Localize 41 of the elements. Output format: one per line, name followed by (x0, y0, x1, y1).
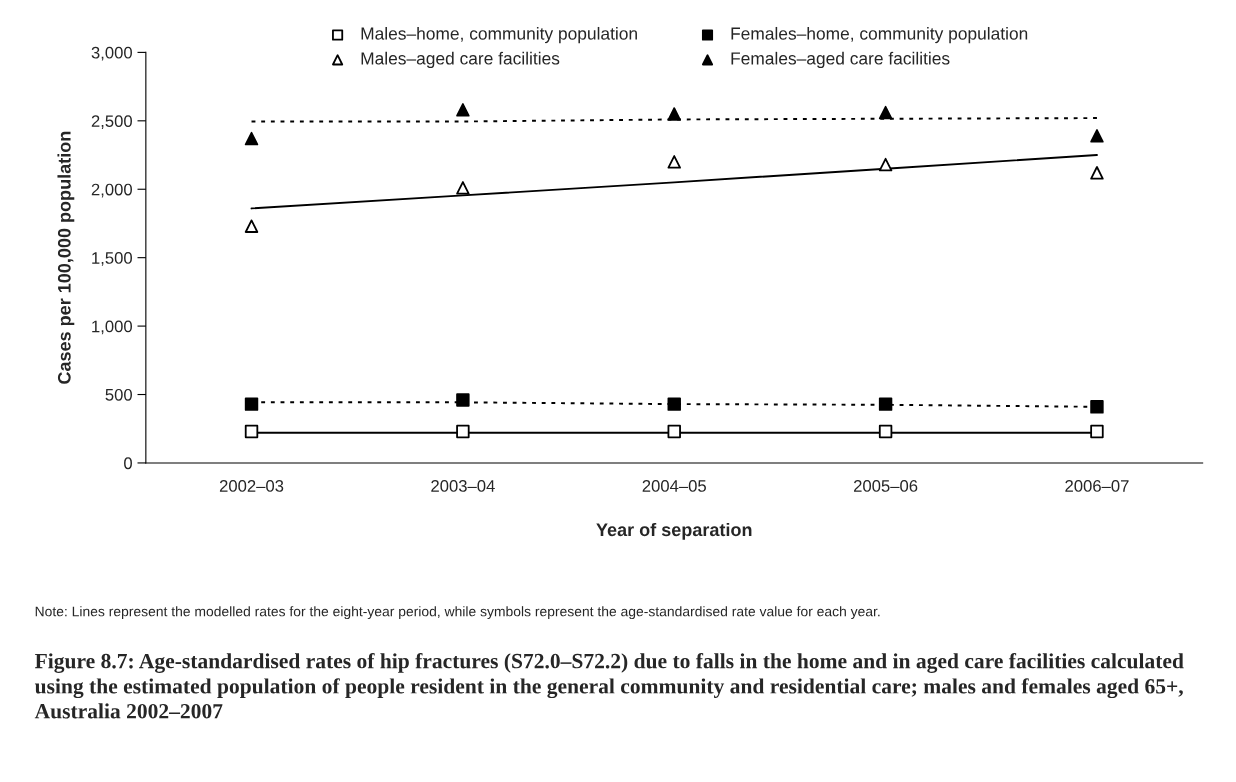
y-tick-label: 0 (124, 457, 132, 470)
legend-label: Females–home, community population (731, 26, 1028, 44)
point (244, 397, 259, 411)
x-tick-label: 2002–03 (219, 480, 284, 492)
point (1090, 166, 1104, 180)
y-tick-label: 2,000 (91, 183, 133, 198)
point (456, 181, 470, 195)
line-series (250, 154, 1098, 210)
legend-label: Females–aged care facilities (731, 51, 950, 69)
point (244, 424, 259, 439)
point (456, 424, 470, 439)
x-tick-label: 2004–05 (642, 480, 706, 492)
point (1090, 424, 1104, 439)
y-axis-title: Cases per 100,000 population (57, 131, 75, 384)
x-tick-label: 2006–07 (1065, 480, 1129, 492)
point (667, 155, 681, 169)
text: Figure 8.7: Age-standardised rates of hip fractures (S72.0–S72.2) due to falls in the home and in aged care facilities calculated using the estimated population of people resident in the general community and residential care; males and females aged 65+, Australia 2002–2007 (34, 652, 1184, 719)
point (244, 131, 259, 146)
x-tick-label: 2003–04 (431, 480, 495, 492)
y-tick-label: 1,500 (92, 252, 133, 266)
text: Note: Lines represent the modelled rates for the eight-year period, while symbols represent the age-standardised rate value for each year. (35, 606, 880, 620)
point (667, 424, 681, 439)
point (878, 424, 893, 439)
y-tick-label: 500 (105, 388, 132, 401)
point (244, 219, 259, 233)
point (878, 397, 893, 411)
point (878, 105, 893, 120)
point (667, 107, 681, 121)
y-tick-label: 1,000 (92, 320, 133, 335)
point (456, 103, 470, 117)
point (878, 157, 893, 172)
y-tick-label: 3,000 (91, 46, 133, 61)
legend-label: Males–aged care facilities (361, 51, 560, 69)
point (456, 393, 470, 407)
x-axis-title: Year of separation (596, 522, 752, 540)
point (1090, 400, 1104, 414)
y-tick-label: 2,500 (91, 115, 133, 129)
point (1090, 129, 1104, 143)
point (667, 397, 681, 411)
x-tick-label: 2005–06 (853, 480, 918, 492)
legend-label: Males–home, community population (361, 26, 637, 44)
